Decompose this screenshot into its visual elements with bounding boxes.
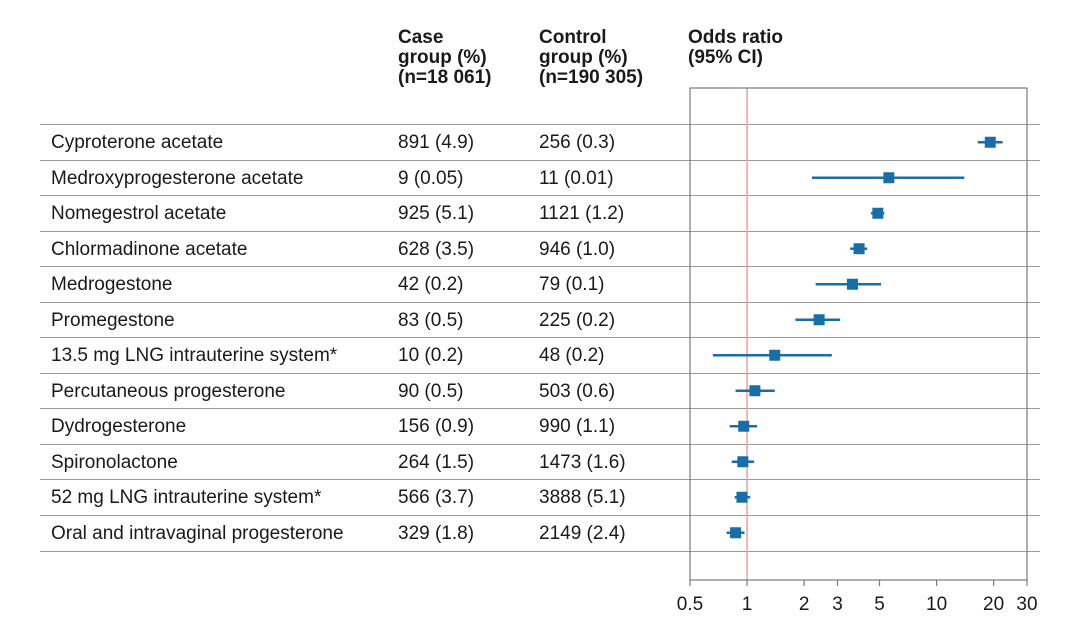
table-row: Medroxyprogesterone acetate 9 (0.05) 11 (0… [40,159,1040,196]
row-label: Cyproterone acetate [51,132,224,153]
row-label: Promegestone [51,309,175,331]
table-row: 52 mg LNG intrauterine system* 566 (3.7) 3… [40,479,1040,515]
table-row: 13.5 mg LNG intrauterine system* 10 (0.2)… [40,337,1040,373]
table-row: Dydrogesterone 156 (0.9) 990 (1.1) [40,408,1040,444]
control-value: 2149 (2.4) [539,522,626,544]
control-value: 48 (0.2) [539,345,605,366]
control-value: 11 (0.01) [539,167,614,189]
row-label: Chlormadinone acetate [51,238,248,260]
table-row: Oral and intravaginal progesterone 329 (1… [40,514,1040,552]
row-label: 13.5 mg LNG intrauterine system* [51,345,338,366]
control-value: 225 (0.2) [539,309,616,331]
control-value: 79 (0.1) [539,274,605,295]
header-case-line-2: group (%) [398,47,487,68]
case-value: 628 (3.5) [398,238,475,260]
header-control-group: Control group (%) (n=190 305) [539,28,643,88]
header-control-line-2: group (%) [539,47,628,68]
case-value: 264 (1.5) [398,451,475,473]
header-case-line-1: Case [398,27,444,48]
row-label: 52 mg LNG intrauterine system* [51,487,322,508]
x-tick-label: 0.5 [677,594,703,615]
control-value: 990 (1.1) [539,416,616,437]
x-tick-label: 2 [799,594,810,615]
case-value: 83 (0.5) [398,309,464,331]
header-odds-line-1: Odds ratio [688,27,784,48]
case-value: 90 (0.5) [398,380,464,402]
x-tick-label: 20 [983,594,1004,615]
control-value: 946 (1.0) [539,238,616,260]
case-value: 925 (5.1) [398,203,475,224]
control-value: 3888 (5.1) [539,487,626,508]
control-value: 256 (0.3) [539,132,616,153]
header-control-line-1: Control [539,27,607,48]
case-value: 10 (0.2) [398,345,464,366]
row-label: Oral and intravaginal progesterone [51,522,344,544]
case-value: 42 (0.2) [398,274,464,295]
header-odds-line-2: (95% CI) [688,47,763,68]
case-value: 566 (3.7) [398,487,475,508]
x-tick-label: 10 [926,594,947,615]
case-value: 329 (1.8) [398,522,475,544]
header-case-group: Case group (%) (n=18 061) [398,28,491,88]
row-label: Spironolactone [51,451,178,473]
table-row: Chlormadinone acetate 628 (3.5) 946 (1.0) [40,230,1040,267]
case-value: 891 (4.9) [398,132,475,153]
table-row: Medrogestone 42 (0.2) 79 (0.1) [40,266,1040,302]
table-row: Cyproterone acetate 891 (4.9) 256 (0.3) [40,124,1040,160]
x-tick-label: 5 [874,594,885,615]
x-tick-label: 1 [742,594,753,615]
row-label: Nomegestrol acetate [51,203,227,224]
x-tick-label: 30 [1016,594,1037,615]
case-value: 9 (0.05) [398,167,464,189]
row-label: Medrogestone [51,274,173,295]
table-row: Promegestone 83 (0.5) 225 (0.2) [40,301,1040,338]
row-label: Dydrogesterone [51,416,187,437]
x-tick-label: 3 [832,594,843,615]
table-row: Percutaneous progesterone 90 (0.5) 503 (0.… [40,372,1040,409]
table-row: Nomegestrol acetate 925 (5.1) 1121 (1.2) [40,195,1040,231]
case-value: 156 (0.9) [398,416,475,437]
control-value: 1473 (1.6) [539,451,626,473]
control-value: 1121 (1.2) [539,203,625,224]
header-control-line-3: (n=190 305) [539,67,644,88]
header-odds-ratio: Odds ratio (95% CI) [688,28,783,68]
row-label: Medroxyprogesterone acetate [51,167,304,189]
table-row: Spironolactone 264 (1.5) 1473 (1.6) [40,443,1040,480]
header-case-line-3: (n=18 061) [398,67,492,88]
control-value: 503 (0.6) [539,380,616,402]
row-label: Percutaneous progesterone [51,380,286,402]
